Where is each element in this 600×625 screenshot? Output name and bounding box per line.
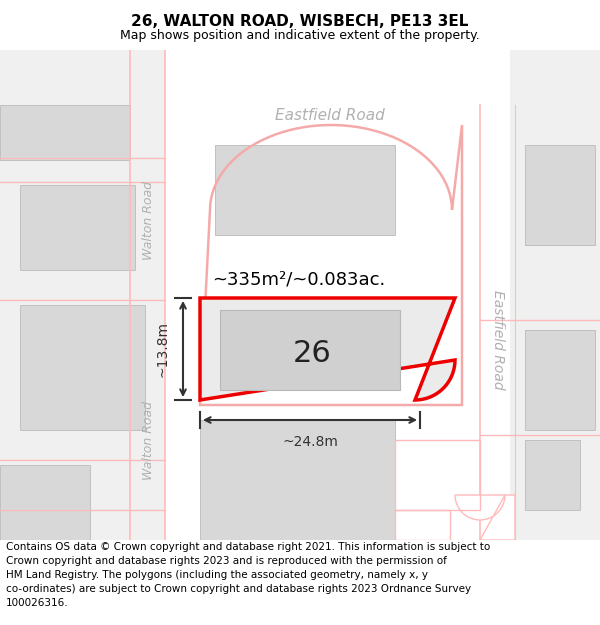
Text: Contains OS data © Crown copyright and database right 2021. This information is : Contains OS data © Crown copyright and d… bbox=[6, 542, 490, 608]
Polygon shape bbox=[525, 145, 595, 245]
Text: Walton Road: Walton Road bbox=[142, 401, 155, 479]
Polygon shape bbox=[165, 50, 600, 540]
Polygon shape bbox=[20, 305, 145, 430]
Text: ~13.8m: ~13.8m bbox=[155, 321, 169, 377]
Text: ~335m²/~0.083ac.: ~335m²/~0.083ac. bbox=[212, 271, 385, 289]
Polygon shape bbox=[455, 495, 515, 540]
Polygon shape bbox=[525, 440, 580, 510]
Polygon shape bbox=[215, 145, 395, 235]
Polygon shape bbox=[480, 50, 510, 540]
Text: 26, WALTON ROAD, WISBECH, PE13 3EL: 26, WALTON ROAD, WISBECH, PE13 3EL bbox=[131, 14, 469, 29]
Polygon shape bbox=[20, 185, 135, 270]
Text: Eastfield Road: Eastfield Road bbox=[491, 290, 505, 390]
Polygon shape bbox=[200, 420, 395, 540]
Polygon shape bbox=[525, 330, 595, 430]
Polygon shape bbox=[480, 50, 600, 540]
Polygon shape bbox=[0, 105, 130, 160]
Text: Map shows position and indicative extent of the property.: Map shows position and indicative extent… bbox=[120, 29, 480, 42]
Polygon shape bbox=[200, 298, 455, 400]
Polygon shape bbox=[0, 50, 165, 540]
Text: Eastfield Road: Eastfield Road bbox=[275, 107, 385, 122]
Text: ~24.8m: ~24.8m bbox=[282, 435, 338, 449]
Text: Walton Road: Walton Road bbox=[142, 181, 155, 259]
Polygon shape bbox=[0, 465, 90, 540]
Text: 26: 26 bbox=[293, 339, 332, 369]
Polygon shape bbox=[220, 310, 400, 390]
